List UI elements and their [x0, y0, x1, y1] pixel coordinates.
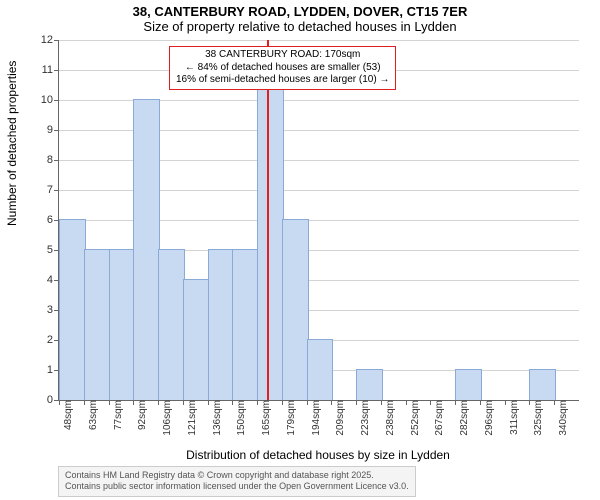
- xtick-mark: [282, 400, 283, 405]
- xtick-label: 282sqm: [459, 400, 470, 436]
- xtick-mark: [480, 400, 481, 405]
- xtick-mark: [208, 400, 209, 405]
- attribution-box: Contains HM Land Registry data © Crown c…: [58, 466, 416, 497]
- xtick-label: 150sqm: [236, 400, 247, 436]
- xtick-label: 194sqm: [311, 400, 322, 436]
- xtick-mark: [505, 400, 506, 405]
- xtick-label: 136sqm: [212, 400, 223, 436]
- xtick-mark: [406, 400, 407, 405]
- histogram-bar: [133, 99, 160, 400]
- xtick-label: 325sqm: [533, 400, 544, 436]
- histogram-bar: [183, 279, 210, 400]
- chart-title: 38, CANTERBURY ROAD, LYDDEN, DOVER, CT15…: [0, 4, 600, 19]
- callout-line2: ← 84% of detached houses are smaller (53…: [176, 62, 389, 75]
- ytick-label: 10: [41, 94, 59, 106]
- histogram-bar: [84, 249, 111, 400]
- ytick-label: 1: [47, 364, 59, 376]
- histogram-bar: [356, 369, 383, 400]
- xtick-label: 121sqm: [187, 400, 198, 436]
- xtick-mark: [257, 400, 258, 405]
- callout-line1: 38 CANTERBURY ROAD: 170sqm: [176, 49, 389, 62]
- xtick-mark: [307, 400, 308, 405]
- gridline: [59, 40, 579, 41]
- xtick-label: 106sqm: [162, 400, 173, 436]
- ytick-label: 5: [47, 244, 59, 256]
- ytick-label: 2: [47, 334, 59, 346]
- histogram-bar: [232, 249, 259, 400]
- histogram-bar: [455, 369, 482, 400]
- titles: 38, CANTERBURY ROAD, LYDDEN, DOVER, CT15…: [0, 0, 600, 34]
- plot-area: 012345678910111248sqm63sqm77sqm92sqm106s…: [58, 40, 579, 401]
- marker-line: [267, 40, 269, 400]
- xtick-mark: [59, 400, 60, 405]
- callout-line3: 16% of semi-detached houses are larger (…: [176, 74, 389, 87]
- callout-box: 38 CANTERBURY ROAD: 170sqm← 84% of detac…: [169, 46, 396, 90]
- ytick-label: 11: [42, 64, 59, 76]
- xtick-mark: [455, 400, 456, 405]
- xtick-label: 209sqm: [335, 400, 346, 436]
- ytick-label: 3: [47, 304, 59, 316]
- xtick-mark: [381, 400, 382, 405]
- ytick-label: 4: [47, 274, 59, 286]
- xtick-label: 311sqm: [509, 400, 520, 435]
- xtick-label: 223sqm: [360, 400, 371, 436]
- xtick-label: 77sqm: [113, 400, 124, 430]
- xtick-label: 165sqm: [261, 400, 272, 436]
- attribution-line2: Contains public sector information licen…: [65, 481, 409, 492]
- xtick-label: 179sqm: [286, 400, 297, 436]
- ytick-label: 12: [41, 34, 59, 46]
- chart-container: 38, CANTERBURY ROAD, LYDDEN, DOVER, CT15…: [0, 0, 600, 500]
- xtick-mark: [109, 400, 110, 405]
- xtick-label: 340sqm: [558, 400, 569, 436]
- xtick-mark: [356, 400, 357, 405]
- ytick-label: 0: [47, 394, 59, 406]
- ytick-label: 6: [47, 214, 59, 226]
- xtick-mark: [430, 400, 431, 405]
- xtick-label: 252sqm: [410, 400, 421, 436]
- chart-subtitle: Size of property relative to detached ho…: [0, 19, 600, 34]
- histogram-bar: [257, 69, 284, 400]
- xtick-label: 296sqm: [484, 400, 495, 436]
- xtick-label: 238sqm: [385, 400, 396, 436]
- ytick-label: 8: [47, 154, 59, 166]
- x-axis-label: Distribution of detached houses by size …: [58, 448, 578, 462]
- xtick-mark: [232, 400, 233, 405]
- xtick-label: 63sqm: [88, 400, 99, 430]
- histogram-bar: [529, 369, 556, 400]
- xtick-mark: [554, 400, 555, 405]
- xtick-mark: [158, 400, 159, 405]
- histogram-bar: [59, 219, 86, 400]
- ytick-label: 9: [47, 124, 59, 136]
- xtick-mark: [183, 400, 184, 405]
- xtick-label: 48sqm: [63, 400, 74, 430]
- xtick-label: 92sqm: [137, 400, 148, 430]
- xtick-mark: [133, 400, 134, 405]
- xtick-mark: [331, 400, 332, 405]
- histogram-bar: [282, 219, 309, 400]
- ytick-label: 7: [47, 184, 59, 196]
- histogram-bar: [208, 249, 235, 400]
- y-axis-label: Number of detached properties: [5, 214, 19, 226]
- histogram-bar: [109, 249, 136, 400]
- attribution-line1: Contains HM Land Registry data © Crown c…: [65, 470, 409, 481]
- histogram-bar: [307, 339, 334, 400]
- histogram-bar: [158, 249, 185, 400]
- xtick-mark: [529, 400, 530, 405]
- xtick-mark: [84, 400, 85, 405]
- xtick-label: 267sqm: [434, 400, 445, 436]
